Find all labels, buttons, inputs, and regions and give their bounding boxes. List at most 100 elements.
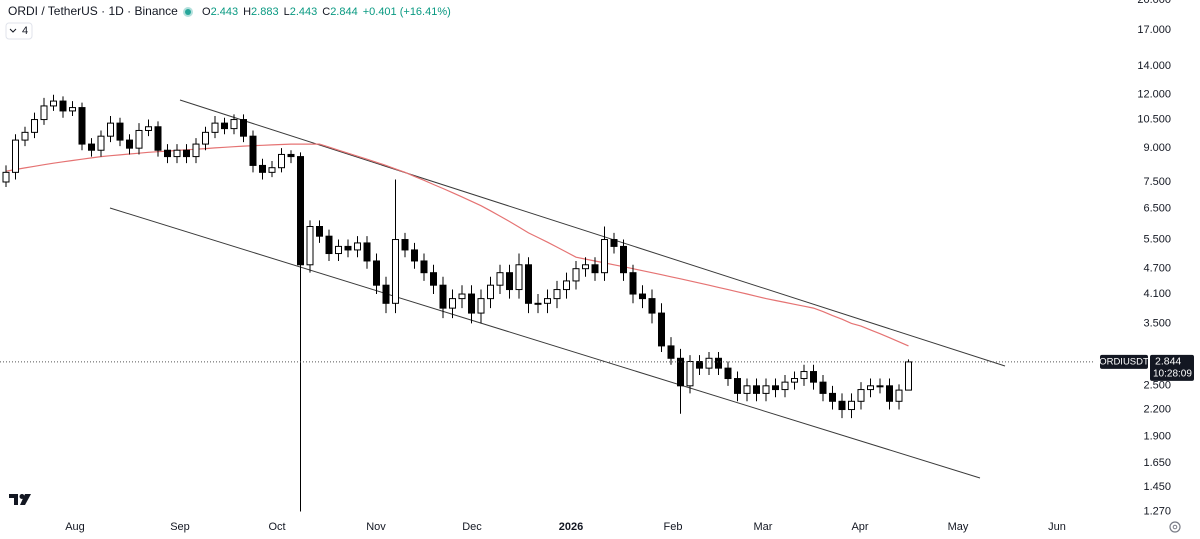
y-tick-label: 10.500 — [1137, 113, 1171, 125]
candle-body — [677, 357, 684, 387]
candle-body — [230, 119, 238, 130]
candle-body — [344, 245, 352, 251]
candle-body — [173, 149, 181, 158]
ohlc-key: H — [243, 6, 251, 18]
candle-body — [886, 385, 893, 402]
symbol-badge — [1100, 354, 1148, 369]
candle-body — [88, 143, 95, 151]
candle-body — [382, 284, 390, 304]
candle-body — [287, 153, 295, 158]
x-tick-label: Oct — [268, 521, 285, 533]
ohlc-key: O — [202, 6, 211, 18]
candle-body — [610, 239, 618, 247]
candle-body — [534, 302, 542, 305]
y-tick-label: 1.900 — [1143, 431, 1171, 443]
moving-average-line — [5, 143, 909, 347]
candle-body — [601, 239, 608, 274]
y-tick-label: 17.000 — [1137, 24, 1171, 36]
ohlc-key: L — [284, 6, 290, 18]
candle-body — [525, 264, 532, 304]
candle-body — [135, 129, 143, 149]
candle-body — [705, 357, 713, 369]
candle-body — [563, 280, 570, 291]
candle-body — [724, 367, 732, 380]
candle-body — [354, 242, 361, 251]
candle-body — [392, 239, 399, 304]
candle-body — [800, 371, 808, 380]
ohlc-legend: O2.443 H2.883 L2.443 C2.844 +0.401 (+16.41%) — [202, 6, 451, 18]
settings-icon[interactable] — [1169, 521, 1181, 533]
candle-body — [107, 122, 114, 137]
x-tick-label: Feb — [664, 521, 683, 533]
candle-body — [449, 298, 456, 309]
x-tick-label: Dec — [462, 521, 482, 533]
y-tick-label: 20.000 — [1137, 0, 1171, 6]
candle-body — [629, 272, 637, 295]
y-tick-label: 14.000 — [1137, 60, 1171, 72]
x-tick-label: May — [948, 521, 969, 533]
indicator-toggle[interactable] — [5, 22, 33, 40]
candle-body — [838, 400, 846, 411]
price-badge — [1150, 354, 1194, 381]
candle-body — [553, 289, 561, 300]
candle-body — [905, 361, 912, 391]
candle-body — [848, 400, 855, 411]
candle-body — [373, 260, 380, 286]
change-value: +0.401 (+16.41%) — [363, 6, 451, 18]
candle-body — [268, 167, 276, 173]
y-tick-label: 4.700 — [1143, 263, 1171, 275]
candle-body — [810, 371, 817, 383]
candle-body — [430, 272, 437, 286]
candle-body — [620, 245, 627, 274]
candle-body — [211, 122, 219, 133]
candle-body — [401, 239, 409, 251]
candle-body — [278, 153, 285, 169]
y-tick-label: 9.000 — [1143, 142, 1171, 154]
candle-body — [867, 385, 874, 391]
tv-logo — [9, 494, 31, 505]
y-tick-label: 2.200 — [1143, 403, 1171, 415]
candle-body — [762, 385, 770, 394]
candle-body — [183, 149, 190, 158]
candle-body — [743, 385, 751, 394]
y-tick-label: 12.000 — [1137, 89, 1171, 101]
candle-body — [420, 260, 428, 274]
candle-body — [126, 139, 133, 149]
last-price-label: 2.844 — [1155, 356, 1181, 368]
candle-body — [411, 249, 418, 262]
candle-body — [791, 378, 798, 383]
candle-body — [259, 164, 266, 173]
candle-body — [69, 107, 76, 112]
candle-body — [78, 107, 86, 145]
symbol-label: ORDIUSDT — [1099, 356, 1149, 367]
y-tick-label: 1.650 — [1143, 457, 1171, 469]
y-tick-label: 5.500 — [1143, 233, 1171, 245]
candle-body — [715, 357, 722, 369]
candle-body — [116, 122, 124, 141]
candle-body — [221, 122, 228, 130]
symbol-title: ORDI / TetherUS · 1D · Binance — [8, 4, 178, 18]
candle-body — [192, 143, 200, 158]
x-tick-label: 2026 — [559, 521, 583, 533]
indicator-count: 4 — [22, 25, 28, 37]
candle-body — [781, 381, 789, 391]
candle-body — [591, 264, 599, 274]
candle-body — [829, 392, 836, 402]
candle-body — [297, 156, 304, 266]
candle-body — [240, 119, 247, 137]
candle-body — [164, 149, 171, 158]
candle-body — [2, 171, 10, 183]
candle-body — [40, 105, 48, 121]
candle-body — [876, 385, 884, 388]
candle-body — [544, 298, 551, 304]
candle-body — [515, 264, 523, 291]
y-tick-label: 2.500 — [1143, 380, 1171, 392]
candle-body — [202, 131, 209, 145]
chevron-icon — [9, 28, 17, 33]
candle-body — [97, 135, 105, 151]
candle-body — [696, 361, 703, 369]
candle-body — [31, 119, 38, 133]
candle-body — [59, 100, 67, 112]
candle-body — [249, 135, 257, 166]
